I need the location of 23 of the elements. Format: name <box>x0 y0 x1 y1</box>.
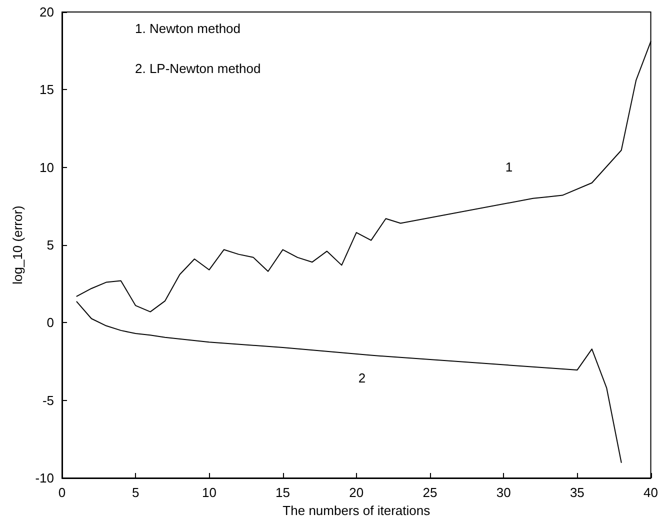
x-tick-label: 10 <box>202 485 216 500</box>
x-tick-label: 25 <box>422 485 438 500</box>
annotation: 1 <box>505 160 513 174</box>
y-tick-label: 20 <box>40 4 54 20</box>
y-tick-label: -10 <box>35 470 54 486</box>
y-tick-label: 5 <box>46 238 54 252</box>
y-tick-label: 0 <box>46 315 54 330</box>
x-tick-label: 15 <box>276 485 290 500</box>
x-tick-label: 30 <box>496 485 511 500</box>
y-tick-label: 15 <box>40 82 54 98</box>
y-tick-label: -5 <box>42 392 54 408</box>
y-axis-title: log_10 (error) <box>10 206 25 284</box>
y-tick-label: 10 <box>40 160 54 175</box>
annotation: 2 <box>358 370 366 386</box>
x-axis-title: The numbers of iterations <box>282 502 431 518</box>
x-tick-label: 35 <box>570 485 584 500</box>
annotation: 1. Newton method <box>135 21 241 36</box>
x-tick-label: 5 <box>132 485 140 500</box>
line-series <box>76 301 622 463</box>
x-tick-label: 40 <box>644 485 658 500</box>
annotation: 2. LP-Newton method <box>135 61 261 76</box>
x-tick-label: 20 <box>349 485 364 500</box>
x-tick-label: 0 <box>58 485 66 500</box>
